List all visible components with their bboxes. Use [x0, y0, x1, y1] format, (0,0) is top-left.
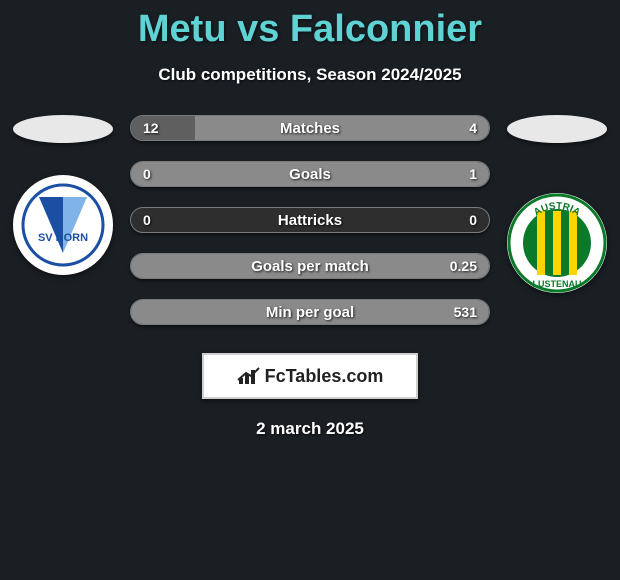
player-right-avatar-placeholder [507, 115, 607, 143]
svg-text:LUSTENAU: LUSTENAU [533, 279, 582, 289]
svg-text:SV HORN: SV HORN [38, 232, 88, 244]
club-logo-left: SV HORN [13, 175, 113, 275]
player-right-column: AUSTRIA LUSTENAU [502, 115, 612, 293]
stat-label: Hattricks [131, 208, 489, 232]
subtitle: Club competitions, Season 2024/2025 [0, 65, 620, 85]
stat-label: Goals [131, 162, 489, 186]
stat-row: 531Min per goal [130, 299, 490, 325]
site-name: FcTables.com [265, 366, 384, 387]
stat-row: 124Matches [130, 115, 490, 141]
stat-row: 00Hattricks [130, 207, 490, 233]
austria-lustenau-icon: AUSTRIA LUSTENAU [507, 193, 607, 293]
stat-label: Matches [131, 116, 489, 140]
stat-label: Min per goal [131, 300, 489, 324]
player-left-column: SV HORN [8, 115, 118, 275]
comparison-layout: SV HORN 124Matches 01Goals 00Hattricks 0.25… [0, 115, 620, 345]
page-title: Metu vs Falconnier [0, 0, 620, 51]
stat-bars: 124Matches 01Goals 00Hattricks 0.25Goals pe… [118, 115, 502, 345]
sv-horn-icon: SV HORN [21, 183, 105, 267]
stat-label: Goals per match [131, 254, 489, 278]
date: 2 march 2025 [0, 419, 620, 439]
site-branding: FcTables.com [202, 353, 418, 399]
player-left-avatar-placeholder [13, 115, 113, 143]
infographic: Metu vs Falconnier Club competitions, Se… [0, 0, 620, 439]
stat-row: 01Goals [130, 161, 490, 187]
stat-row: 0.25Goals per match [130, 253, 490, 279]
bar-chart-icon [237, 366, 261, 386]
club-logo-right: AUSTRIA LUSTENAU [507, 193, 607, 293]
